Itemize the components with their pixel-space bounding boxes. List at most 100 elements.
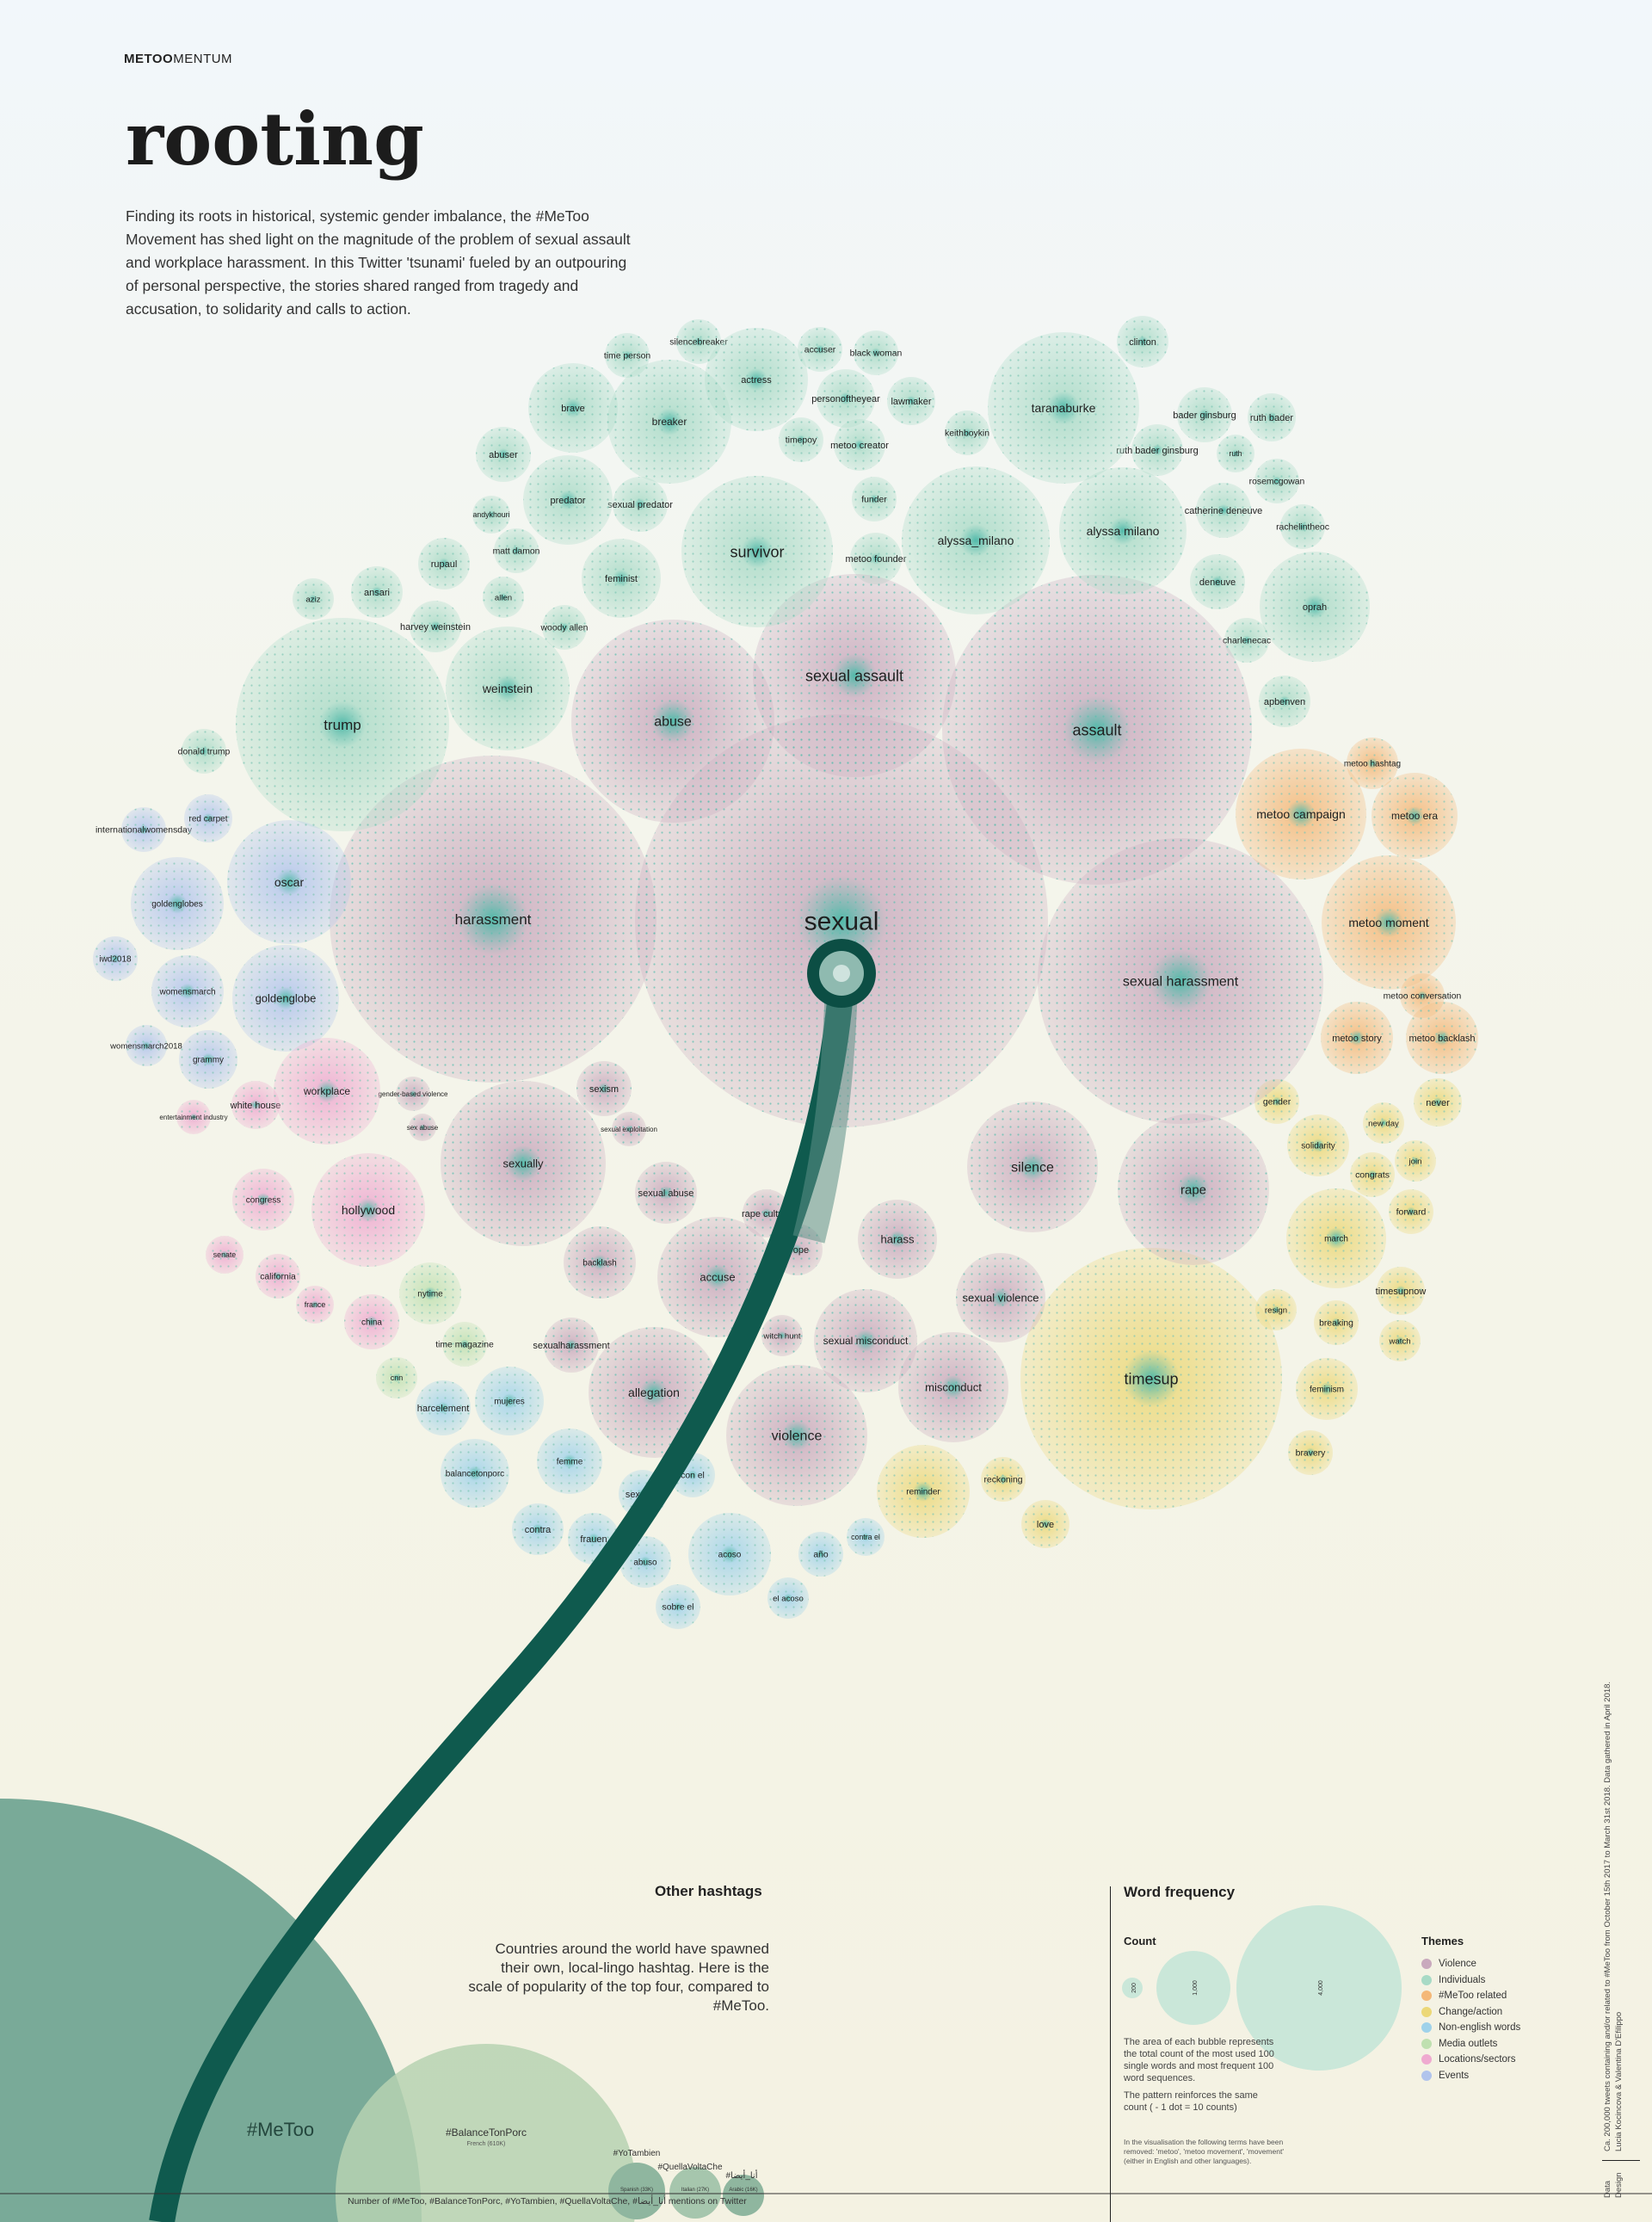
core bbox=[807, 939, 876, 1008]
bubble-watch: watch bbox=[1379, 1320, 1421, 1361]
bubble-grammy: grammy bbox=[179, 1030, 237, 1089]
bubble-label: workplace bbox=[303, 1085, 350, 1097]
bubble-dots bbox=[442, 1322, 487, 1367]
bubble-dots bbox=[817, 369, 875, 428]
bubble-dots bbox=[688, 1513, 771, 1596]
bubble-deneuve: deneuve bbox=[1190, 554, 1245, 609]
bubble-label: metoo era bbox=[1391, 810, 1438, 822]
bubble-dots bbox=[1190, 554, 1245, 609]
bubble-dots bbox=[854, 330, 898, 375]
count-bubble-4000 bbox=[1236, 1905, 1402, 2071]
bubble-dots bbox=[1377, 1267, 1425, 1315]
bubble-label: love bbox=[1037, 1520, 1054, 1530]
bubble-dots bbox=[126, 1025, 167, 1066]
bubble-sexually: sexually bbox=[441, 1081, 606, 1246]
bubble-label: deneuve bbox=[1199, 577, 1236, 588]
bubble-dots bbox=[1131, 424, 1183, 476]
bubble-label: reminder bbox=[906, 1488, 940, 1497]
bubble-dots bbox=[847, 1518, 885, 1556]
bubble-nytime: nytime bbox=[399, 1262, 461, 1324]
bubble-dots bbox=[1379, 1320, 1421, 1361]
bubble-dots bbox=[1395, 1140, 1436, 1182]
bubble-dots bbox=[93, 936, 138, 981]
count-description: The area of each bubble represents the t… bbox=[1124, 2037, 1274, 2083]
bubble-label: trump bbox=[324, 717, 361, 733]
bubble-label: goldenglobe bbox=[256, 992, 317, 1005]
bubble-label: gender bbox=[1263, 1098, 1291, 1108]
bubble-dots bbox=[441, 1439, 509, 1508]
bubble-dots bbox=[676, 319, 721, 364]
bubble-ruth: ruth bbox=[1217, 435, 1254, 472]
bubble-sobre-el: sobre el bbox=[656, 1584, 700, 1629]
bubble-label: congress bbox=[246, 1196, 281, 1206]
bubble-dots bbox=[988, 332, 1139, 484]
bubble-label: breaking bbox=[1319, 1319, 1353, 1329]
data-label: Data bbox=[1603, 2180, 1612, 2198]
bubble-dots bbox=[476, 427, 531, 482]
bubble-china: china bbox=[344, 1294, 399, 1349]
bubble-label: sexual abuse bbox=[638, 1188, 694, 1199]
bubble-dots bbox=[409, 1114, 436, 1141]
bubble-bader-ginsburg: bader ginsburg bbox=[1173, 387, 1236, 442]
bubble-label: timesup bbox=[1124, 1370, 1178, 1387]
arabic-hashtag-label: #أنا_أيضا bbox=[725, 2170, 757, 2181]
bubble-dots bbox=[571, 620, 774, 823]
bubble-dots bbox=[184, 794, 232, 843]
bubble-label: join bbox=[1409, 1157, 1422, 1166]
bubble-timesup: timesup bbox=[1020, 1248, 1282, 1509]
bubble-feminist: feminist bbox=[582, 539, 661, 618]
bubble-label: oscar bbox=[274, 875, 305, 889]
bubble-goldenglobes: goldenglobes bbox=[131, 857, 224, 950]
bubble-clinton: clinton bbox=[1117, 316, 1168, 367]
bubble-rachelintheoc: rachelintheoc bbox=[1276, 504, 1329, 549]
bubble-dots bbox=[410, 601, 461, 652]
bubble-label: feminist bbox=[605, 574, 638, 584]
bubble-label: ansari bbox=[364, 588, 390, 598]
bubble-dots bbox=[1288, 1430, 1333, 1475]
quellavoltache-circle bbox=[669, 2167, 721, 2219]
bubble-silencebreaker: silencebreaker bbox=[669, 319, 728, 364]
theme-swatch bbox=[1421, 2006, 1432, 2017]
bubble-label: new day bbox=[1368, 1119, 1399, 1128]
bubble-label: silencebreaker bbox=[669, 338, 728, 348]
bubble-label: predator bbox=[551, 496, 586, 506]
design-label: Design bbox=[1614, 2172, 1624, 2198]
bubble-backlash: backlash bbox=[564, 1226, 636, 1299]
theme-label: Violence bbox=[1439, 1959, 1476, 1969]
bubble-womensmarch2018: womensmarch2018 bbox=[109, 1025, 182, 1066]
bubble-label: harvey weinstein bbox=[400, 622, 471, 633]
theme-label: Locations/sectors bbox=[1439, 2054, 1516, 2065]
bubble-timesupnow: timesupnow bbox=[1376, 1267, 1427, 1315]
bubble-congrats: congrats bbox=[1350, 1152, 1395, 1197]
bubble-label: timesupnow bbox=[1376, 1287, 1427, 1297]
bubble-ruth-bader-ginsburg: ruth bader ginsburg bbox=[1116, 424, 1199, 476]
count-size-4000: 4,000 bbox=[1318, 1980, 1324, 1996]
bubble-dots bbox=[613, 477, 668, 532]
bubble-acoso: acoso bbox=[688, 1513, 771, 1596]
bubble-label: metoo moment bbox=[1348, 916, 1428, 929]
pattern-description: The pattern reinforces the same count ( … bbox=[1124, 2090, 1258, 2113]
bubble-a-o: año bbox=[798, 1532, 843, 1577]
bubble-dots bbox=[1314, 1300, 1359, 1345]
bubble-femme: femme bbox=[537, 1429, 602, 1494]
bubble-dots bbox=[344, 1294, 399, 1349]
bubble-label: lawmaker bbox=[891, 397, 931, 407]
bubble-label: time person bbox=[604, 352, 651, 361]
bubble-dots bbox=[176, 1100, 211, 1134]
bubble-feminism: feminism bbox=[1296, 1358, 1358, 1420]
page-title: rooting bbox=[126, 96, 424, 182]
bubble-dots bbox=[1224, 618, 1269, 663]
bubble-white-house: white house bbox=[230, 1081, 280, 1129]
bubble-abuse: abuse bbox=[571, 620, 774, 823]
bubble-label: witch hunt bbox=[762, 1331, 801, 1341]
bubble-contra: contra bbox=[512, 1503, 564, 1555]
bubble-label: clinton bbox=[1129, 337, 1156, 348]
stem-upper bbox=[792, 980, 858, 1244]
bubble-dots bbox=[1414, 1078, 1462, 1126]
bubble-label: alyssa_milano bbox=[938, 534, 1014, 547]
bubble-weinstein: weinstein bbox=[446, 626, 570, 750]
bubble-label: allegation bbox=[628, 1386, 680, 1399]
bubble-label: el acoso bbox=[773, 1594, 804, 1603]
bubble-dots bbox=[635, 714, 1048, 1127]
bubble-dots bbox=[523, 455, 613, 545]
